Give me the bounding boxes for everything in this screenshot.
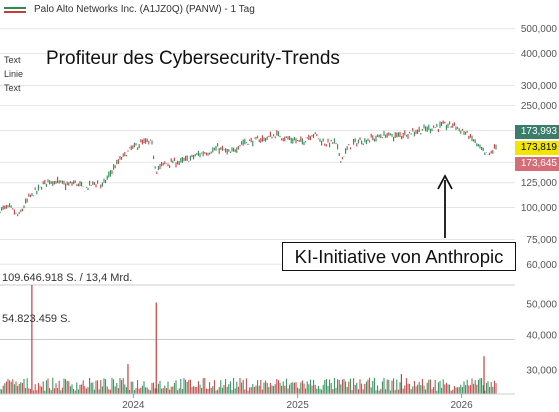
price-tick-label: 125,000 <box>521 178 558 189</box>
x-axis: 2024 2025 2026 <box>0 393 515 411</box>
volume-bars <box>0 285 497 394</box>
annotation-arrow <box>437 174 453 238</box>
x-tick-label: 2024 <box>122 400 145 411</box>
price-tick-label: 75,000 <box>526 235 557 246</box>
volume-tick-label: 40,000 <box>526 331 557 342</box>
price-series <box>0 120 497 217</box>
volume-max-label: 109.646.918 S. / 13,4 Mrd. <box>2 272 133 284</box>
legend-swatch-green <box>4 7 26 9</box>
price-tag-low: 173,645 <box>515 157 559 171</box>
price-tick-label: 300,000 <box>521 81 558 92</box>
price-tag-high: 173,993 <box>515 125 559 139</box>
volume-tick-label: 30,000 <box>526 366 557 377</box>
volume-grid <box>0 284 515 340</box>
side-label-text-2: Text <box>4 83 21 93</box>
volume-mid-label: 54.823.459 S. <box>2 313 71 325</box>
side-label-linie: Linie <box>4 69 24 79</box>
price-tick-label: 60,000 <box>526 260 557 271</box>
x-tick-label: 2026 <box>450 400 473 411</box>
price-tick-label: 100,000 <box>521 203 558 214</box>
x-tick-label: 2025 <box>287 400 310 411</box>
price-tick-label: 400,000 <box>521 49 558 60</box>
legend-swatch-red <box>4 11 26 13</box>
annotation-callout: KI-Initiative von Anthropic <box>282 242 516 271</box>
price-tick-label: 500,000 <box>521 24 558 35</box>
chart-title: Palo Alto Networks Inc. (A1JZ0Q) (PANW) … <box>34 4 255 15</box>
arrow-head <box>437 174 453 190</box>
volume-tick-label: 50,000 <box>526 300 557 311</box>
volume-y-axis: 50,000 40,000 30,000 <box>526 300 557 377</box>
side-label-text-1: Text <box>4 55 21 65</box>
price-tag-current: 173,819 <box>515 141 559 155</box>
headline: Profiteur des Cybersecurity-Trends <box>46 48 340 69</box>
price-tick-label: 250,000 <box>521 101 558 112</box>
